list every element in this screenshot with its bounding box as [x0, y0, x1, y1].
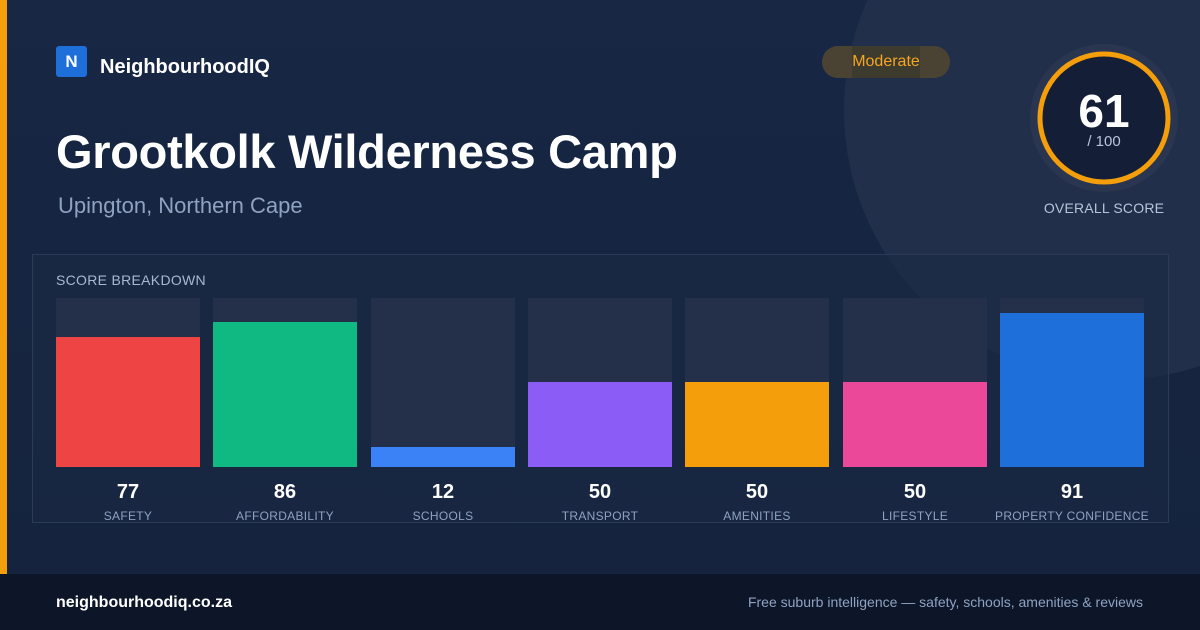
bar-label: TRANSPORT	[561, 509, 639, 523]
bar-fill	[371, 447, 515, 467]
bar-value: 91	[1060, 481, 1084, 503]
bar-label: AFFORDABILITY	[236, 509, 334, 523]
footer-url: neighbourhoodiq.co.za	[56, 594, 232, 611]
bar-value: 77	[116, 481, 140, 503]
bar-fill	[1000, 313, 1144, 467]
score-bar-affordability: 86 AFFORDABILITY	[213, 298, 357, 524]
brand-name: NeighbourhoodIQ	[100, 56, 270, 78]
bar-fill	[685, 382, 829, 467]
score-bar-safety: 77 SAFETY	[56, 298, 200, 524]
rating-badge: Moderate	[822, 46, 950, 78]
bar-track	[213, 298, 357, 467]
bar-label: LIFESTYLE	[881, 509, 949, 523]
overall-score-label: OVERALL SCORE	[1043, 200, 1165, 216]
overall-score-value: 61	[1078, 85, 1130, 137]
bar-value: 86	[273, 481, 297, 503]
bar-track	[371, 298, 515, 467]
page-title: Grootkolk Wilderness Camp	[56, 125, 678, 178]
score-breakdown-title: SCORE BREAKDOWN	[56, 272, 206, 288]
bar-fill	[213, 322, 357, 467]
overall-score-gauge: 61 / 100	[1028, 42, 1180, 194]
gauge-arc	[1037, 51, 1171, 185]
bar-value: 50	[588, 481, 612, 503]
bar-track	[56, 298, 200, 467]
bar-label: PROPERTY CONFIDENCE	[995, 509, 1149, 523]
bar-fill	[528, 382, 672, 467]
bar-fill	[56, 337, 200, 467]
footer: neighbourhoodiq.co.za Free suburb intell…	[0, 574, 1200, 630]
bar-track	[1000, 298, 1144, 467]
bar-track	[843, 298, 987, 467]
bar-track	[685, 298, 829, 467]
bar-track	[528, 298, 672, 467]
overall-score-denominator: / 100	[1087, 133, 1121, 150]
bar-label: SCHOOLS	[412, 509, 474, 523]
bar-value: 12	[431, 481, 455, 503]
score-bar-lifestyle: 50 LIFESTYLE	[843, 298, 987, 524]
accent-bar	[0, 0, 7, 574]
rating-badge-label: Moderate	[852, 53, 920, 70]
score-bar-amenities: 50 AMENITIES	[685, 298, 829, 524]
gauge-ring	[1030, 44, 1178, 192]
score-bar-property-confidence: 91 PROPERTY CONFIDENCE	[995, 298, 1149, 524]
score-bar-schools: 12 SCHOOLS	[371, 298, 515, 524]
bar-value: 50	[745, 481, 769, 503]
footer-tagline: Free suburb intelligence — safety, schoo…	[747, 594, 1143, 610]
location-subtitle: Upington, Northern Cape	[58, 193, 303, 218]
bar-label: SAFETY	[103, 509, 153, 523]
bar-label: AMENITIES	[723, 509, 791, 523]
bar-value: 50	[903, 481, 927, 503]
bar-fill	[843, 382, 987, 467]
score-bar-transport: 50 TRANSPORT	[528, 298, 672, 524]
logo-icon: N	[56, 46, 87, 77]
